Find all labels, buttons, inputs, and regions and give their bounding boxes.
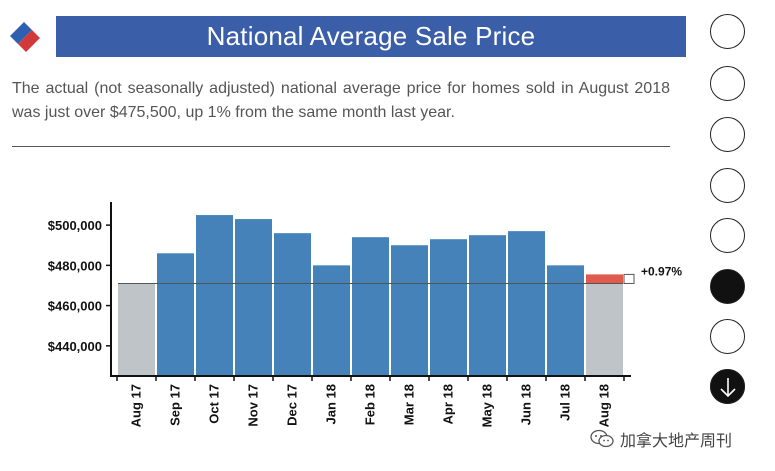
brand-logo-icon xyxy=(10,22,40,52)
nav-dot-6[interactable] xyxy=(710,269,745,304)
bar xyxy=(391,245,428,376)
x-tick-label: Apr 18 xyxy=(441,384,456,424)
bar xyxy=(547,265,584,376)
change-label: +0.97% xyxy=(641,264,682,278)
bar xyxy=(508,231,545,376)
bar-aug-17 xyxy=(118,283,155,376)
bar xyxy=(157,253,194,376)
bar xyxy=(274,233,311,376)
wechat-icon xyxy=(590,429,614,448)
x-tick-label: Dec 17 xyxy=(285,384,300,426)
y-tick-label: $480,000 xyxy=(48,258,102,273)
x-tick-label: Oct 17 xyxy=(207,384,222,424)
description-text: The actual (not seasonally adjusted) nat… xyxy=(12,80,670,121)
bar xyxy=(430,239,467,376)
x-tick-label: May 18 xyxy=(480,384,495,427)
x-tick-label: Aug 18 xyxy=(597,384,612,427)
bar xyxy=(469,235,506,376)
divider xyxy=(12,146,670,147)
nav-dot-4[interactable] xyxy=(710,168,745,203)
x-tick-label: Feb 18 xyxy=(363,384,378,425)
nav-dot-2[interactable] xyxy=(710,66,745,101)
nav-dot-5[interactable] xyxy=(710,218,745,253)
bar xyxy=(196,215,233,376)
x-tick-label: Sep 17 xyxy=(168,384,183,426)
bar xyxy=(313,265,350,376)
bar xyxy=(235,219,272,376)
x-tick-label: Jan 18 xyxy=(324,384,339,424)
watermark-text: 加拿大地产周刊 xyxy=(620,431,733,450)
x-tick-label: Mar 18 xyxy=(402,384,417,425)
x-tick-label: Aug 17 xyxy=(129,384,144,427)
nav-dot-1[interactable] xyxy=(710,14,745,49)
bar-aug-18-increase xyxy=(586,274,623,284)
arrow-down-icon xyxy=(720,378,736,398)
page-title: National Average Sale Price xyxy=(56,16,686,57)
y-tick-label: $440,000 xyxy=(48,339,102,354)
y-tick-label: $460,000 xyxy=(48,299,102,314)
x-tick-label: Nov 17 xyxy=(246,384,261,427)
bar-aug-18-base xyxy=(586,283,623,376)
x-tick-label: Jun 18 xyxy=(519,384,534,425)
change-marker xyxy=(623,273,635,284)
bar xyxy=(352,237,389,376)
sale-price-chart: $440,000 $460,000 $480,000 $500,000 +0.97% Au… xyxy=(48,202,682,427)
scroll-down-button[interactable] xyxy=(710,369,745,404)
nav-dot-3[interactable] xyxy=(710,117,745,152)
watermark: 加拿大地产周刊 xyxy=(590,424,732,454)
y-tick-label: $500,000 xyxy=(48,218,102,233)
x-tick-label: Jul 18 xyxy=(558,384,573,421)
nav-dot-7[interactable] xyxy=(710,319,745,354)
